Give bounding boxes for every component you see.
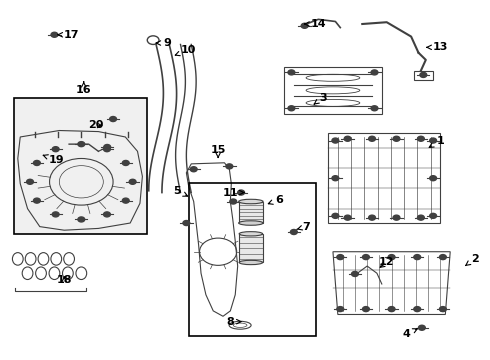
Circle shape: [368, 215, 375, 220]
Circle shape: [110, 117, 117, 122]
Circle shape: [301, 23, 308, 28]
Circle shape: [33, 198, 40, 203]
Circle shape: [344, 136, 351, 141]
Circle shape: [183, 221, 190, 226]
Circle shape: [122, 161, 129, 166]
Text: 1: 1: [429, 136, 444, 148]
Circle shape: [288, 106, 295, 111]
Circle shape: [78, 141, 85, 147]
Circle shape: [122, 198, 129, 203]
Bar: [14, 98, 147, 234]
Circle shape: [371, 70, 378, 75]
Circle shape: [388, 307, 395, 312]
Circle shape: [420, 72, 427, 77]
Text: 2: 2: [466, 254, 479, 266]
Circle shape: [337, 255, 343, 260]
Bar: [239, 202, 263, 223]
Circle shape: [288, 70, 295, 75]
Circle shape: [52, 212, 59, 217]
Circle shape: [344, 215, 351, 220]
Circle shape: [417, 215, 424, 220]
Bar: [189, 183, 316, 336]
Text: 18: 18: [56, 275, 72, 285]
Circle shape: [363, 255, 369, 260]
Text: 10: 10: [175, 45, 196, 56]
Circle shape: [226, 164, 233, 169]
Circle shape: [414, 255, 420, 260]
Circle shape: [190, 167, 197, 172]
Circle shape: [332, 176, 339, 181]
Circle shape: [414, 307, 420, 312]
Text: 8: 8: [226, 317, 241, 327]
Circle shape: [363, 307, 369, 312]
Circle shape: [33, 161, 40, 166]
Bar: [328, 134, 441, 223]
Text: 4: 4: [402, 329, 417, 339]
Circle shape: [371, 106, 378, 111]
Circle shape: [104, 144, 111, 149]
Circle shape: [418, 325, 425, 330]
Circle shape: [388, 255, 395, 260]
Text: 6: 6: [269, 195, 283, 205]
Circle shape: [430, 176, 437, 181]
Text: 19: 19: [43, 155, 65, 165]
Circle shape: [238, 190, 245, 195]
Circle shape: [393, 215, 400, 220]
Text: 7: 7: [297, 222, 310, 231]
Text: 9: 9: [156, 38, 171, 48]
Circle shape: [440, 307, 446, 312]
Ellipse shape: [239, 221, 263, 225]
Circle shape: [430, 213, 437, 219]
Circle shape: [26, 179, 33, 184]
Circle shape: [291, 229, 297, 234]
Ellipse shape: [239, 260, 263, 265]
Circle shape: [351, 271, 358, 276]
Text: 16: 16: [76, 82, 92, 95]
Circle shape: [368, 136, 375, 141]
Circle shape: [337, 307, 343, 312]
Bar: [239, 234, 263, 262]
Text: 5: 5: [173, 186, 188, 196]
Circle shape: [78, 217, 85, 222]
Text: 11: 11: [222, 188, 244, 198]
Text: 17: 17: [58, 30, 79, 40]
Ellipse shape: [239, 231, 263, 236]
Text: 15: 15: [210, 144, 226, 158]
Text: 14: 14: [305, 19, 326, 29]
Bar: [414, 71, 433, 80]
Circle shape: [332, 213, 339, 219]
Circle shape: [103, 147, 110, 152]
Bar: [284, 67, 382, 114]
Circle shape: [103, 212, 110, 217]
Text: 13: 13: [427, 42, 448, 52]
Ellipse shape: [239, 199, 263, 204]
Circle shape: [129, 179, 136, 184]
Text: 20: 20: [88, 121, 104, 130]
Circle shape: [51, 32, 58, 37]
Text: 12: 12: [379, 257, 394, 267]
Circle shape: [52, 147, 59, 152]
Circle shape: [430, 138, 437, 143]
Circle shape: [230, 199, 237, 204]
Circle shape: [332, 138, 339, 143]
Text: 3: 3: [314, 93, 327, 104]
Circle shape: [393, 136, 400, 141]
Circle shape: [417, 136, 424, 141]
Circle shape: [440, 255, 446, 260]
